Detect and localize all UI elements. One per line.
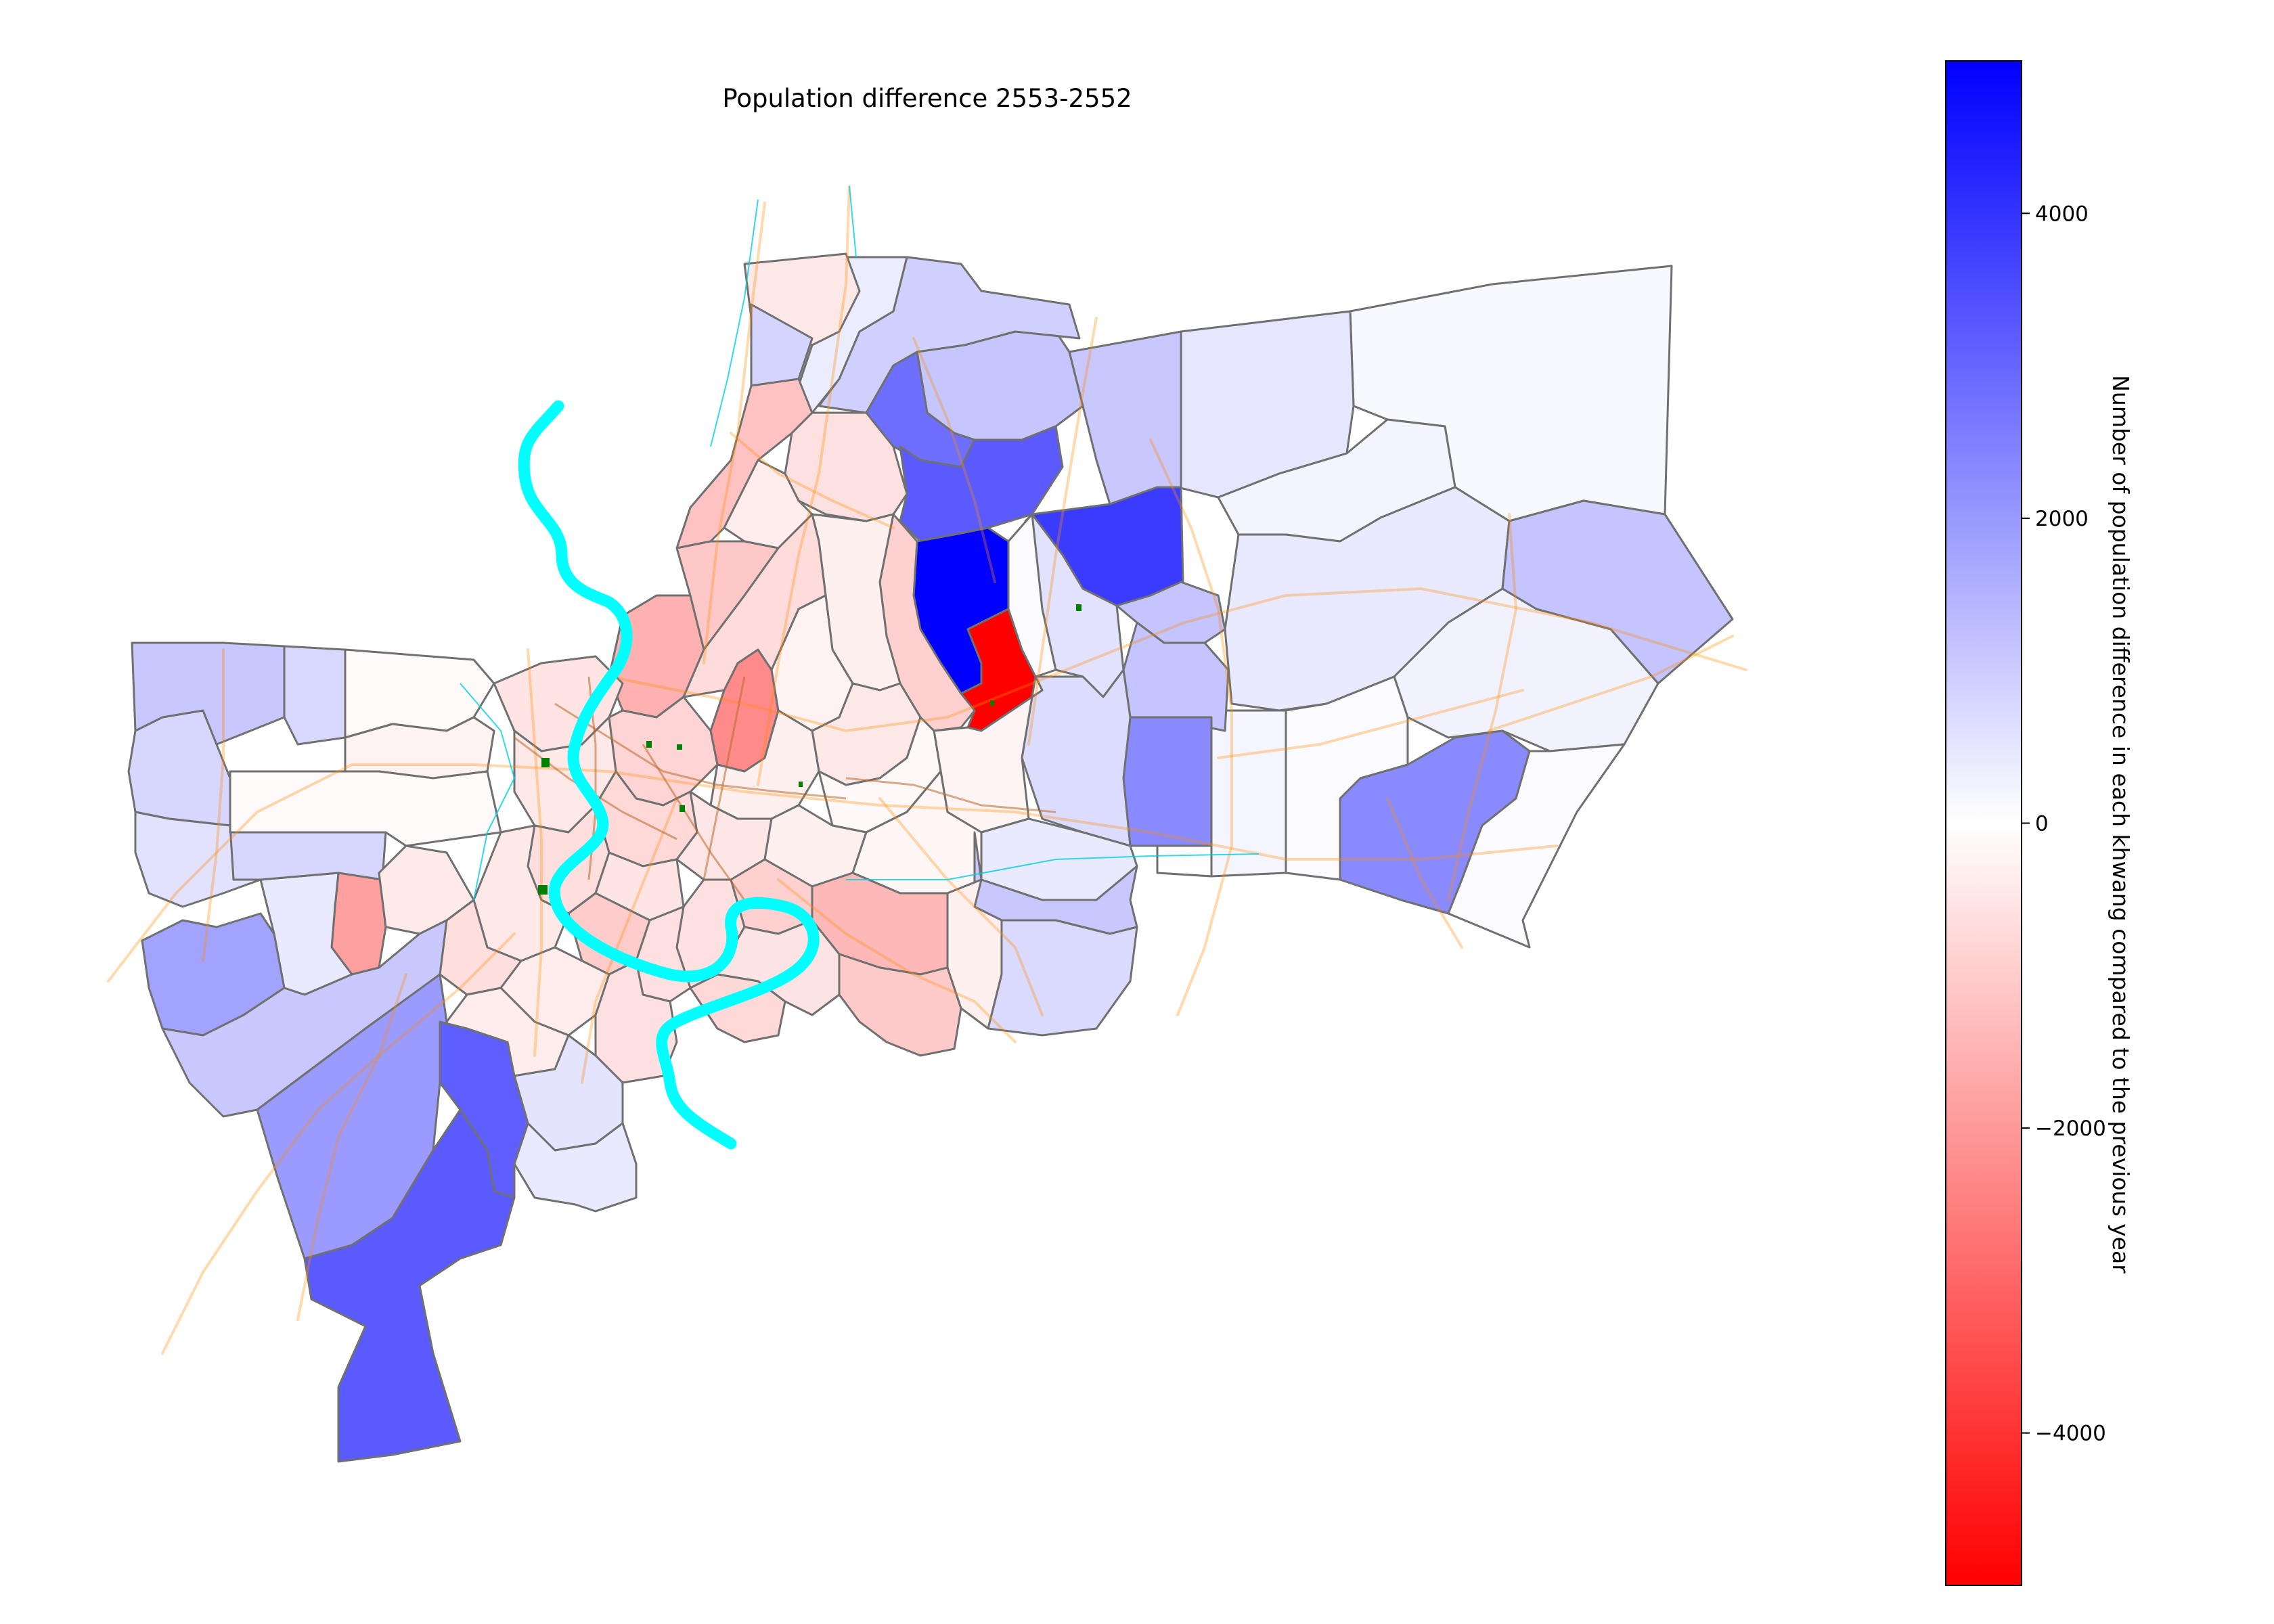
district-far-west-13 <box>229 770 502 847</box>
colorbar-tick-label: 2000 <box>2035 507 2089 531</box>
district-north-1 <box>1068 330 1182 505</box>
district-north-7 <box>1021 669 1132 847</box>
district-far-west-6 <box>161 919 448 1118</box>
colorbar-tick-label: −4000 <box>2035 1422 2106 1446</box>
colorbar-tick-label: 4000 <box>2035 202 2089 226</box>
colorbar-tick-label: 0 <box>2035 812 2049 836</box>
district-south-west-3 <box>303 1108 516 1463</box>
district-far-west-9 <box>131 641 286 746</box>
district-north-5 <box>1122 716 1213 847</box>
district-east-mid-3 <box>1393 587 1659 752</box>
district-se-5 <box>838 953 962 1057</box>
road-network <box>107 185 1747 1355</box>
district-east-south-2 <box>1447 743 1626 949</box>
canals <box>460 185 1259 901</box>
district-far-west-3 <box>229 831 387 881</box>
district-north-12 <box>790 256 908 414</box>
district-north-20 <box>1007 513 1057 678</box>
colorbar: 4000 2000 0 −2000 −4000 Number of population… <box>1945 60 2134 1586</box>
district-polygons <box>127 252 1734 1463</box>
choropleth-map <box>107 185 1747 1463</box>
district-south-west-2 <box>439 1020 529 1199</box>
district-far-west-8 <box>134 811 262 908</box>
colorbar-tick-label: −2000 <box>2035 1116 2106 1141</box>
district-far-west-4 <box>378 844 475 935</box>
district-west-7 <box>513 1122 638 1213</box>
river <box>518 400 820 1150</box>
parks <box>538 604 1082 895</box>
district-south-west-1 <box>256 973 448 1260</box>
colorbar-ticks: 4000 2000 0 −2000 −4000 <box>2022 202 2106 1446</box>
district-far-west-10 <box>283 645 347 746</box>
district-se-7 <box>987 919 1138 1037</box>
colorbar-gradient <box>1945 60 2022 1586</box>
figure-title: Population difference 2553-2552 <box>722 84 1132 113</box>
colorbar-label: Number of population difference in each … <box>2108 375 2134 1273</box>
